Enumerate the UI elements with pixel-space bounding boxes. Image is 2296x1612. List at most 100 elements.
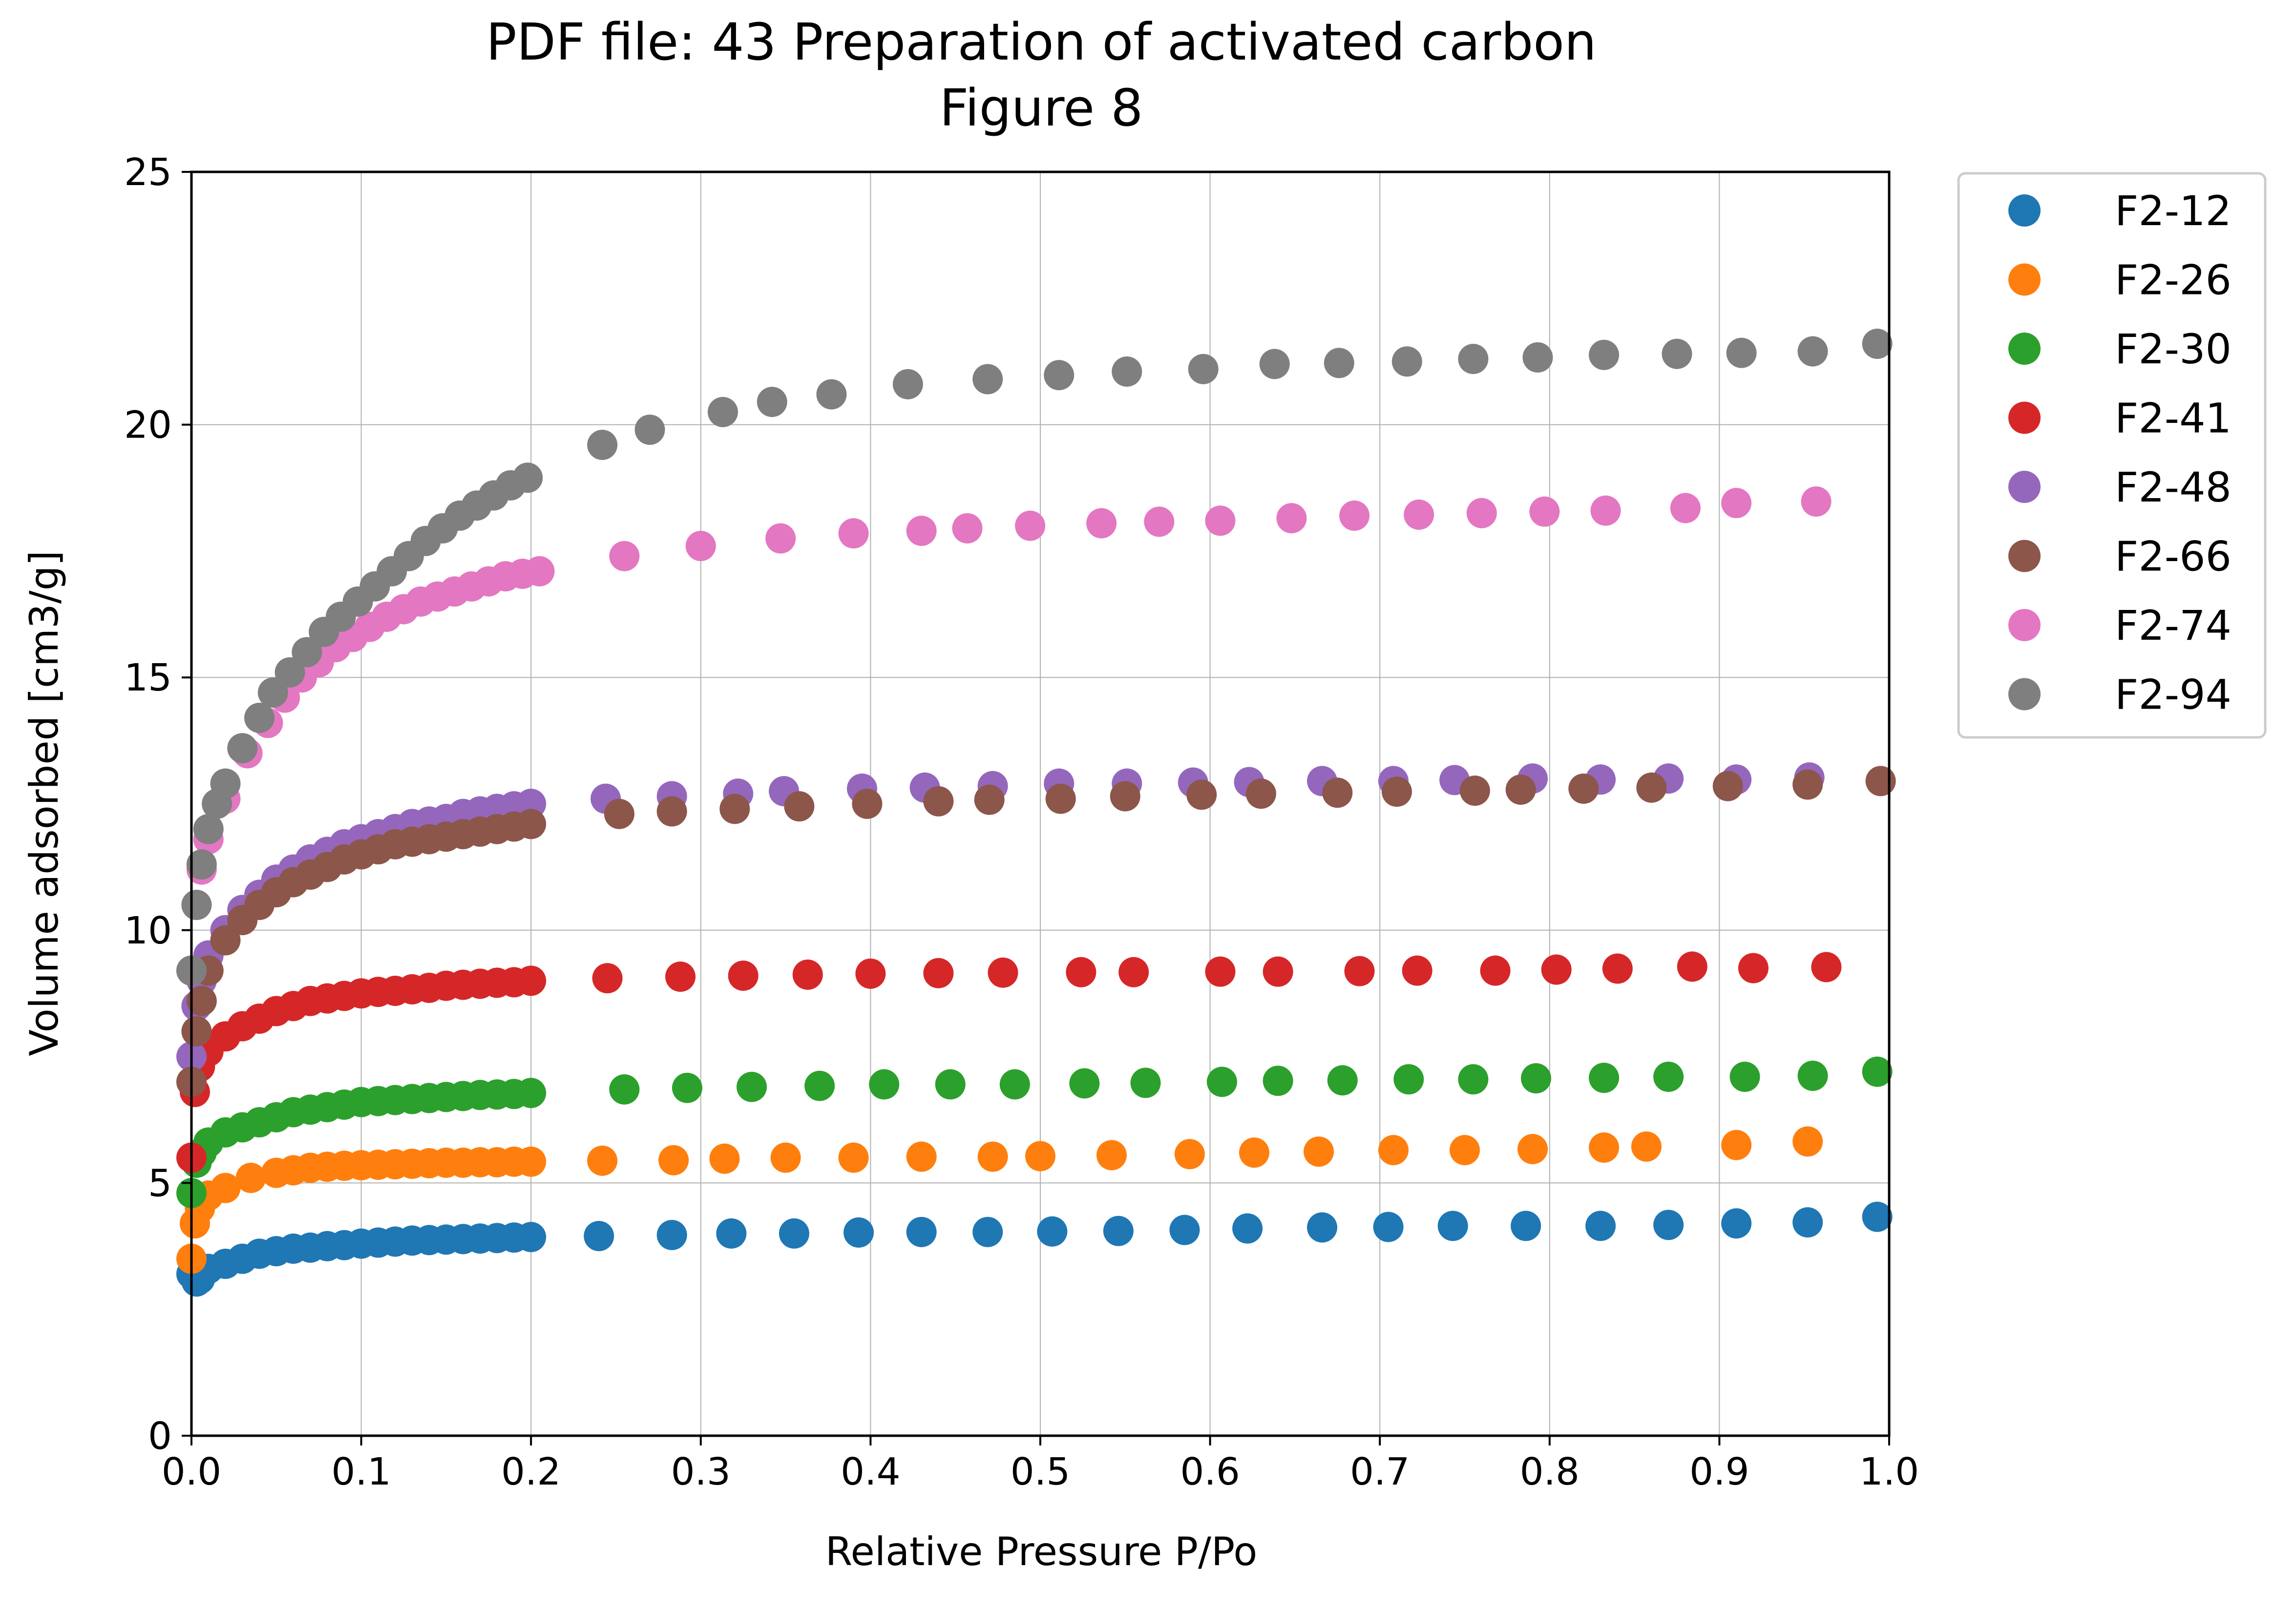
data-point [709, 1143, 740, 1174]
data-point [1066, 957, 1096, 987]
data-point [716, 1218, 747, 1249]
data-point [210, 768, 241, 799]
data-point [1480, 955, 1511, 986]
data-point [634, 414, 665, 445]
data-point [1568, 773, 1599, 804]
data-point [584, 1221, 614, 1252]
x-tick-label: 0.9 [1689, 1450, 1749, 1494]
data-point [1520, 1063, 1551, 1094]
data-point [1404, 499, 1434, 530]
data-point [852, 789, 883, 819]
data-point [1118, 957, 1149, 987]
data-point [1862, 1056, 1893, 1087]
data-point [1239, 1137, 1269, 1168]
data-point [1636, 772, 1667, 803]
x-tick-label: 0.8 [1520, 1450, 1580, 1494]
data-point [792, 959, 823, 990]
data-point [843, 1217, 874, 1248]
data-point [1517, 1134, 1548, 1165]
data-point [227, 733, 258, 764]
data-point [999, 1069, 1030, 1100]
data-point [1792, 1126, 1823, 1157]
legend-box [1957, 172, 2267, 739]
data-point [1276, 503, 1307, 534]
data-point [765, 523, 796, 554]
legend-marker [2008, 401, 2041, 434]
data-point [779, 1218, 809, 1249]
series-F2-26 [176, 1126, 1823, 1274]
data-point [1865, 766, 1896, 796]
data-point [1738, 953, 1769, 984]
legend-marker [2008, 609, 2041, 641]
legend-label: F2-12 [2115, 187, 2232, 235]
data-point [972, 364, 1003, 395]
x-tick-label: 0.4 [841, 1450, 900, 1494]
data-point [1677, 951, 1707, 982]
y-tick-label: 25 [124, 151, 172, 194]
data-point [707, 397, 738, 427]
data-point [1112, 356, 1142, 387]
data-point [977, 1141, 1008, 1172]
series-F2-66 [176, 766, 1896, 1097]
data-point [1505, 775, 1536, 805]
data-point [1402, 955, 1432, 986]
data-point [1522, 342, 1553, 373]
data-point [1186, 779, 1217, 810]
legend-label: F2-26 [2115, 256, 2232, 304]
data-point [906, 1141, 937, 1172]
data-point [923, 958, 954, 988]
data-point [1381, 776, 1412, 807]
chart-subtitle: Figure 8 [940, 78, 1143, 138]
series-F2-94 [176, 328, 1893, 986]
legend-marker [2008, 333, 2041, 365]
data-point [656, 796, 687, 827]
data-point [1232, 1213, 1263, 1244]
data-point [1797, 1060, 1828, 1091]
legend: F2-12 F2-26 F2-30 F2-41 F2-48 F2-66 F2-74 F2-94 [1957, 172, 2267, 739]
data-point [524, 556, 555, 586]
legend-marker [2008, 263, 2041, 296]
data-point [516, 1146, 547, 1177]
data-point [1662, 338, 1692, 369]
data-point [292, 637, 322, 668]
data-point [1466, 498, 1497, 528]
data-point [972, 1216, 1003, 1247]
data-point [1037, 1216, 1068, 1247]
data-point [869, 1069, 900, 1100]
data-point [1245, 778, 1276, 809]
x-tick-label: 0.0 [162, 1450, 221, 1494]
data-point [1391, 346, 1422, 377]
data-point [181, 890, 212, 921]
data-point [1862, 328, 1893, 359]
data-point [1069, 1068, 1100, 1099]
data-point [1025, 1141, 1055, 1172]
data-point [1653, 1210, 1684, 1240]
data-point [516, 965, 547, 996]
data-point [784, 791, 815, 822]
x-tick-label: 0.5 [1011, 1450, 1070, 1494]
data-point [512, 462, 543, 493]
data-point [952, 513, 983, 544]
data-point [1590, 495, 1621, 526]
data-point [1797, 336, 1828, 367]
data-point [656, 1220, 687, 1251]
legend-marker [2008, 194, 2041, 227]
data-point [1589, 1063, 1620, 1093]
legend-label: F2-48 [2115, 463, 2232, 511]
data-point [587, 430, 618, 461]
data-point [1015, 510, 1046, 541]
data-point [838, 518, 869, 549]
x-axis-label: Relative Pressure P/Po [825, 1529, 1258, 1574]
data-point [1712, 771, 1743, 801]
data-point [1511, 1211, 1541, 1241]
data-point [770, 1142, 801, 1173]
data-point [1045, 783, 1076, 814]
data-point [838, 1142, 869, 1173]
data-point [1801, 486, 1832, 517]
data-point [658, 1145, 689, 1175]
data-point [1344, 956, 1375, 986]
data-point [1307, 1212, 1338, 1243]
data-point [988, 957, 1018, 988]
data-point [274, 657, 305, 688]
data-point [1086, 508, 1117, 539]
